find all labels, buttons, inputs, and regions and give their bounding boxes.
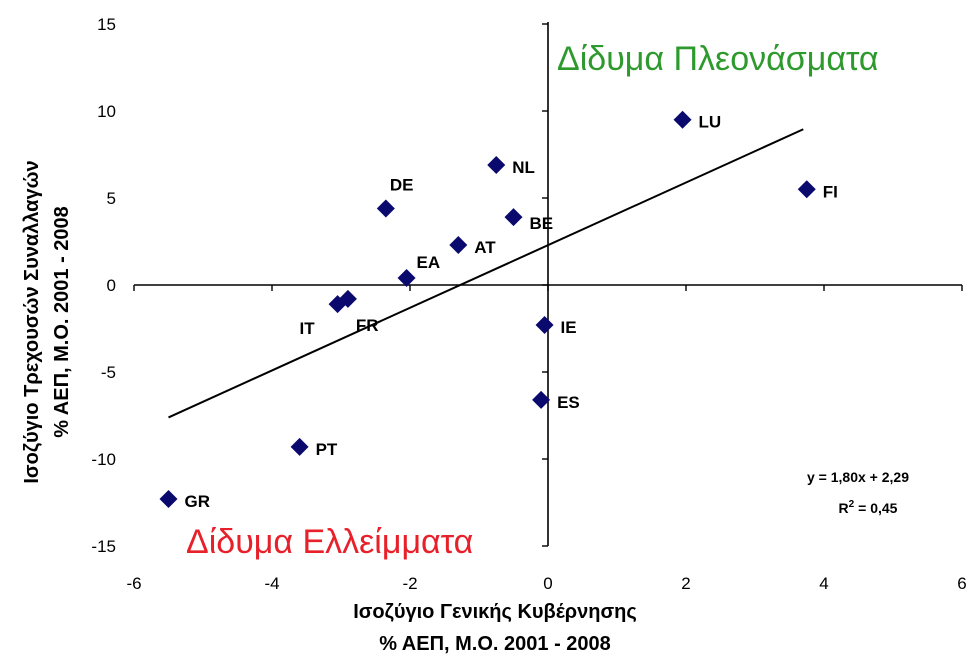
point-label-fi: FI (823, 182, 838, 201)
point-label-gr: GR (185, 492, 211, 511)
y-tick-label: -5 (101, 363, 116, 382)
x-tick-label: -6 (126, 574, 141, 593)
x-axis-title-line1: Ισοζύγιο Γενικής Κυβέρνησης (353, 601, 637, 623)
y-tick-label: 15 (97, 15, 116, 34)
point-label-pt: PT (316, 440, 338, 459)
point-label-be: BE (530, 214, 554, 233)
point-at (449, 235, 468, 254)
data-points: LU FI NL BE DE AT EA IT FR IE ES PT GR (159, 110, 838, 511)
x-axis-title-line2: % ΑΕΠ, Μ.Ο. 2001 - 2008 (379, 633, 611, 655)
point-pt (290, 437, 309, 456)
x-tick-labels: -6 -4 -2 0 2 4 6 (126, 574, 966, 593)
point-lu (673, 110, 692, 129)
point-label-it: IT (300, 319, 316, 338)
x-tick-label: -2 (402, 574, 417, 593)
annotation-twin-surpluses: Δίδυμα Πλεονάσματα (557, 40, 879, 78)
y-tick-labels: 15 10 5 0 -5 -10 -15 (91, 15, 116, 556)
y-tick-label: 5 (107, 189, 116, 208)
trendline-group (168, 128, 804, 419)
point-fi (797, 180, 816, 199)
y-tick-label: -10 (91, 450, 116, 469)
point-nl (487, 155, 506, 174)
point-label-de: DE (390, 175, 414, 194)
y-axis-title-line1: Ισοζύγιο Τρεχουσών Συναλλαγών (21, 160, 43, 483)
x-tick-label: 2 (681, 574, 690, 593)
point-label-at: AT (474, 238, 496, 257)
point-label-ea: EA (417, 253, 441, 272)
point-label-nl: NL (512, 158, 535, 177)
axes (133, 22, 963, 547)
point-gr (159, 490, 178, 509)
x-tick-label: 6 (957, 574, 966, 593)
y-axis-title-line2: % ΑΕΠ, Μ.Ο. 2001 - 2008 (51, 206, 73, 438)
point-ie (535, 316, 554, 335)
annotation-twin-deficits: Δίδυμα Ελλείμματα (186, 523, 473, 561)
point-ea (397, 269, 416, 288)
point-de (376, 199, 395, 218)
x-tick-label: -4 (264, 574, 279, 593)
x-tick-label: 4 (819, 574, 828, 593)
trendline (168, 128, 804, 419)
y-tick-label: 10 (97, 102, 116, 121)
point-label-fr: FR (356, 316, 379, 335)
point-label-ie: IE (561, 318, 577, 337)
point-label-es: ES (557, 393, 580, 412)
point-es (532, 390, 551, 409)
r-squared-label: R2 = 0,45 (839, 499, 898, 516)
y-tick-label: 0 (107, 276, 116, 295)
trendline-equation: y = 1,80x + 2,29 (807, 469, 909, 485)
point-be (504, 208, 523, 227)
point-label-lu: LU (699, 113, 722, 132)
point-fr (338, 289, 357, 308)
x-tick-label: 0 (543, 574, 552, 593)
y-tick-label: -15 (91, 537, 116, 556)
